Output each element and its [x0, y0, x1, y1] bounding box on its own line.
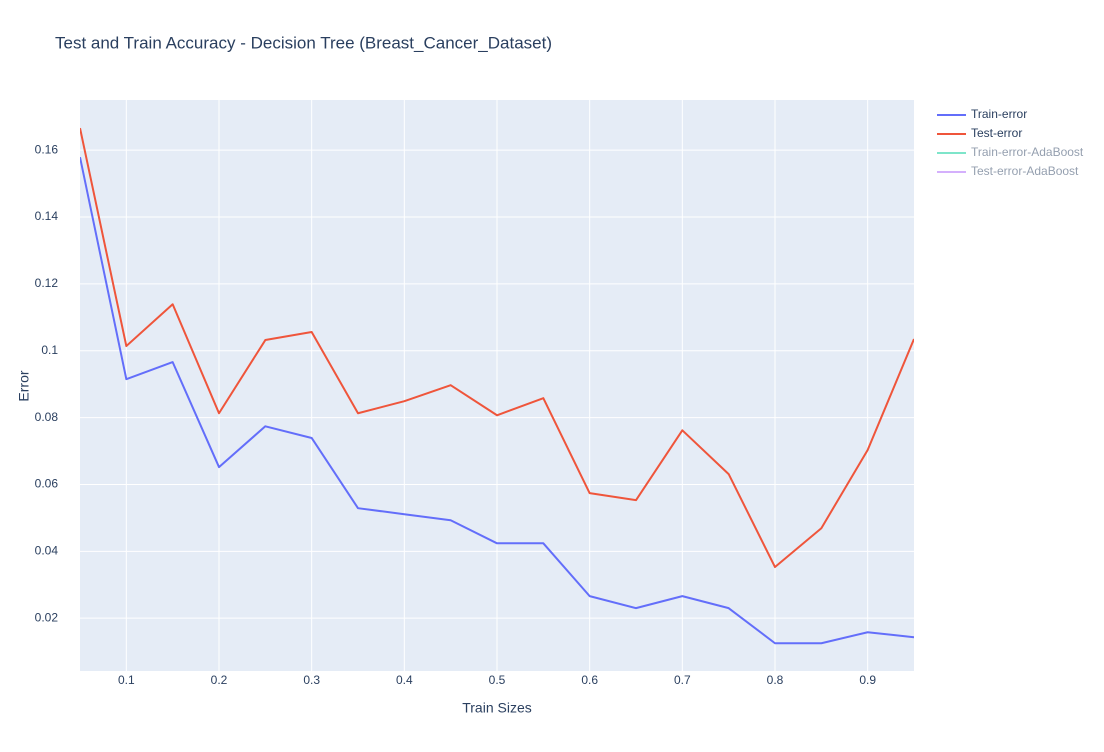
y-tick-label: 0.06 [35, 477, 59, 491]
y-tick-label: 0.08 [35, 410, 59, 424]
y-tick-label: 0.16 [35, 142, 59, 156]
x-tick-label: 0.6 [581, 673, 598, 687]
x-tick-label: 0.8 [767, 673, 784, 687]
series-line [80, 127, 914, 569]
x-axis-title: Train Sizes [462, 700, 532, 716]
legend-label[interactable]: Test-error-AdaBoost [971, 164, 1079, 178]
x-tick-label: 0.5 [489, 673, 506, 687]
legend-label[interactable]: Train-error-AdaBoost [971, 145, 1084, 159]
x-tick-label: 0.2 [211, 673, 228, 687]
chart-title: Test and Train Accuracy - Decision Tree … [55, 33, 552, 52]
x-tick-label: 0.9 [859, 673, 876, 687]
y-tick-label: 0.1 [41, 343, 58, 357]
y-tick-label: 0.02 [35, 610, 59, 624]
series-line [80, 156, 914, 645]
y-tick-label: 0.12 [35, 276, 59, 290]
x-tick-label: 0.1 [118, 673, 135, 687]
legend-label[interactable]: Train-error [971, 107, 1027, 121]
y-tick-label: 0.14 [35, 209, 59, 223]
x-tick-label: 0.3 [303, 673, 320, 687]
x-tick-label: 0.4 [396, 673, 413, 687]
y-axis-title: Error [16, 370, 32, 401]
y-tick-label: 0.04 [35, 543, 59, 557]
legend-label[interactable]: Test-error [971, 126, 1022, 140]
x-tick-label: 0.7 [674, 673, 691, 687]
